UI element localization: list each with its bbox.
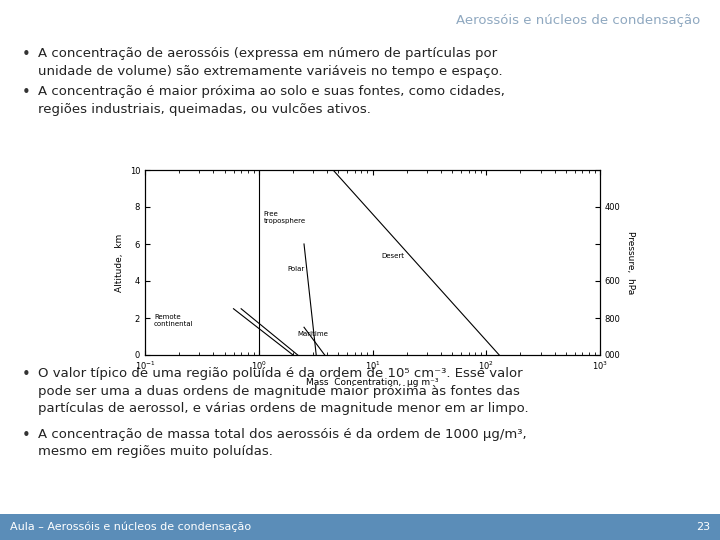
Text: Remote
continental: Remote continental [154,314,194,327]
Text: O valor típico de uma região poluída é da ordem de 10⁵ cm⁻³. Esse valor
pode ser: O valor típico de uma região poluída é d… [38,367,528,415]
Text: A concentração é maior próxima ao solo e suas fontes, como cidades,
regiões indu: A concentração é maior próxima ao solo e… [38,85,505,116]
Text: Aula – Aerossóis e núcleos de condensação: Aula – Aerossóis e núcleos de condensaçã… [10,522,251,532]
Text: •: • [22,47,31,62]
Bar [0,514,720,540]
Text: Polar: Polar [288,266,305,272]
Text: Free
troposphere: Free troposphere [264,211,305,224]
Text: Desert: Desert [382,253,405,259]
X-axis label: Mass  Concentration,  μg m⁻³: Mass Concentration, μg m⁻³ [306,378,438,387]
Text: A concentração de massa total dos aerossóis é da ordem de 1000 μg/m³,
mesmo em r: A concentração de massa total dos aeross… [38,428,526,458]
Text: •: • [22,85,31,100]
Text: •: • [22,428,31,443]
Y-axis label: Pressure,  hPa: Pressure, hPa [626,231,634,294]
Text: Maritime: Maritime [297,331,328,337]
Text: •: • [22,367,31,382]
Y-axis label: Altitude,  km: Altitude, km [115,233,124,292]
Text: 23: 23 [696,522,710,532]
Text: Aerossóis e núcleos de condensação: Aerossóis e núcleos de condensação [456,14,700,27]
Text: A concentração de aerossóis (expressa em número de partículas por
unidade de vol: A concentração de aerossóis (expressa em… [38,47,503,78]
